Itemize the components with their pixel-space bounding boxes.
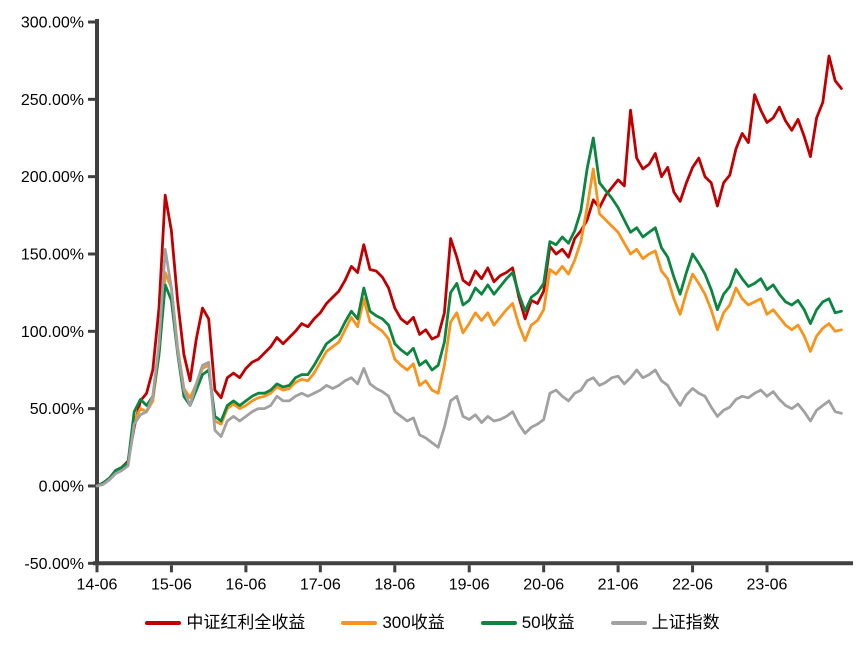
cumulative-returns-line-chart: -50.00% 0.00% 50.00% 100.00% 150.00% 200.00% 2… [21,15,853,593]
x-tick-label: 21-06 [598,576,639,593]
legend-label-sse50-return: 50收益 [521,613,575,632]
x-tick-label: 16-06 [225,576,266,593]
y-tick-label: 250.00% [21,92,84,109]
x-tick-label: 19-06 [449,576,490,593]
series-line-sse-composite-index [95,247,843,488]
x-tick-label: 22-06 [672,576,713,593]
legend-label-sse-composite-index: 上证指数 [651,613,720,632]
legend-item-csi300-return: 300收益 [341,610,445,636]
x-tick-label: 23-06 [747,576,788,593]
y-tick-label: 0.00% [39,478,84,495]
x-tick-label: 20-06 [523,576,564,593]
x-tick-label: 14-06 [77,576,118,593]
x-tick-label: 18-06 [374,576,415,593]
legend-swatch-csi300-return [341,620,378,626]
legend-swatch-csi-dividend-total-return [145,620,182,626]
y-tick-label: 200.00% [21,169,84,186]
legend-swatch-sse-composite-index [610,620,647,626]
y-tick-label: 100.00% [21,324,84,341]
series-line-sse50-return [95,136,843,488]
y-tick-label: -50.00% [24,556,84,573]
legend-label-csi300-return: 300收益 [382,613,445,632]
legend-label-csi-dividend-total-return: 中证红利全收益 [186,613,306,632]
legend-item-sse50-return: 50收益 [480,610,575,636]
chart-legend: 中证红利全收益 300收益 50收益 上证指数 [0,610,865,636]
legend-swatch-sse50-return [480,620,517,626]
x-tick-label: 15-06 [151,576,192,593]
series-line-csi-dividend-total-return [95,54,843,488]
x-tick-label: 17-06 [300,576,341,593]
y-tick-label: 150.00% [21,246,84,263]
series-line-csi300-return [95,167,843,488]
legend-item-sse-composite-index: 上证指数 [610,610,720,636]
y-tick-label: 300.00% [21,15,84,32]
y-tick-label: 50.00% [30,401,84,418]
legend-item-csi-dividend-total-return: 中证红利全收益 [145,610,305,636]
